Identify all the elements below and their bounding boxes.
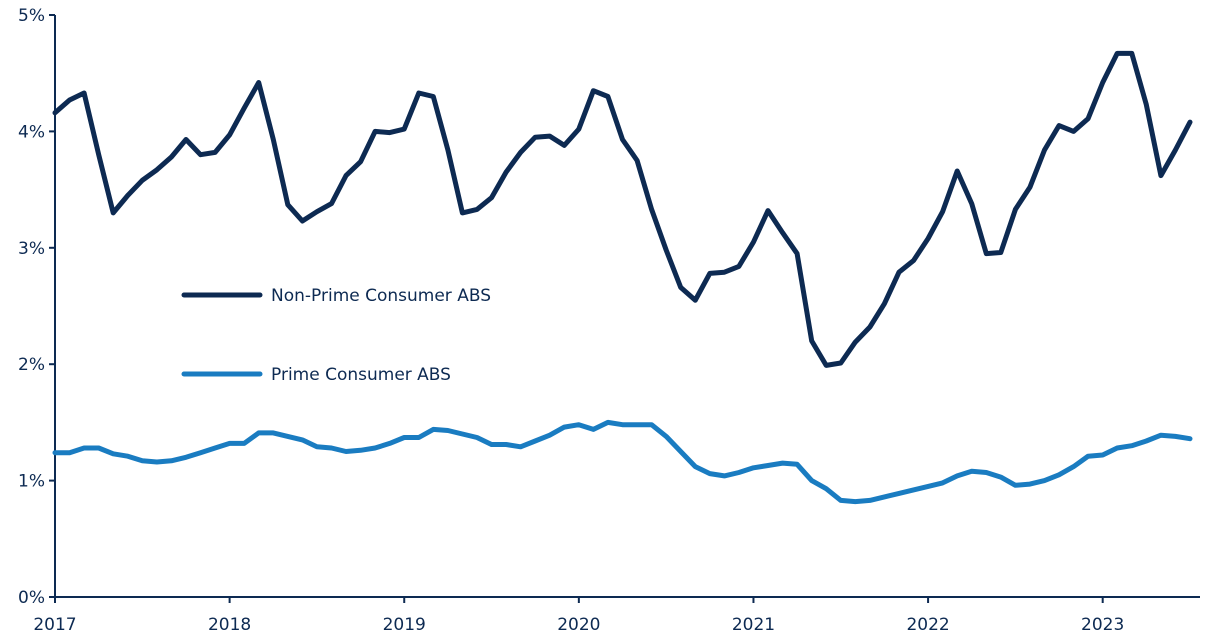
series-group (52, 50, 1193, 505)
x-tick-label: 2023 (1081, 615, 1124, 634)
y-tick-label: 5% (18, 6, 45, 26)
x-tick-label: 2020 (557, 615, 600, 634)
legend-label-prime: Prime Consumer ABS (271, 365, 451, 385)
series-line-non-prime (52, 50, 1193, 368)
legend: Non-Prime Consumer ABS Prime Consumer AB… (181, 286, 491, 385)
x-tick-label: 2022 (906, 615, 949, 634)
x-tick-label: 2021 (732, 615, 775, 634)
x-tick-label: 2019 (383, 615, 426, 634)
y-tick-label: 1% (18, 472, 45, 492)
series-line-prime (52, 419, 1193, 505)
y-tick-label: 2% (18, 355, 45, 375)
y-tick-label: 4% (18, 122, 45, 142)
y-tick-label: 0% (18, 588, 45, 608)
legend-label-non-prime: Non-Prime Consumer ABS (271, 286, 491, 306)
x-tick-label: 2018 (208, 615, 251, 634)
x-tick-label: 2017 (33, 615, 76, 634)
axes: 0% 1% 2% 3% 4% 5% 2017 2018 2019 2020 2021 2022 2023 (18, 6, 1200, 634)
y-tick-label: 3% (18, 239, 45, 259)
